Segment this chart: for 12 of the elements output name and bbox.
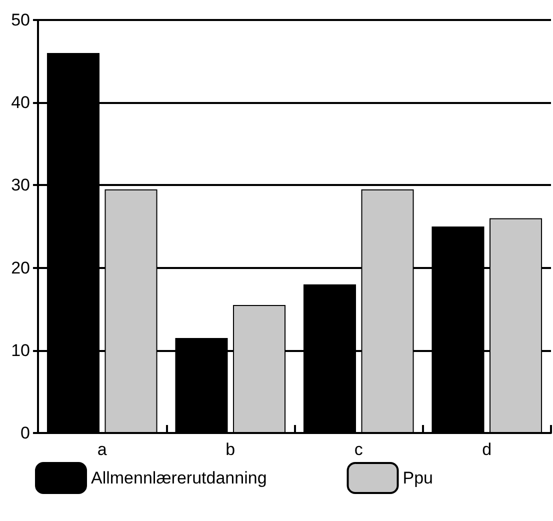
y-tick-label: 10: [11, 340, 30, 360]
x-tick-label: c: [354, 440, 364, 459]
y-tick-label: 0: [20, 424, 30, 442]
y-tick-label: 50: [11, 10, 30, 30]
x-tick-label: b: [226, 440, 236, 459]
y-tick-label: 20: [11, 258, 30, 278]
legend-label: Allmennlærerutdanning: [91, 468, 267, 488]
x-tick-label: d: [482, 440, 492, 459]
legend-label: Ppu: [402, 468, 434, 488]
x-tick-label: a: [97, 440, 108, 459]
y-tick-label: 30: [11, 176, 30, 195]
y-tick-label: 40: [11, 93, 30, 112]
